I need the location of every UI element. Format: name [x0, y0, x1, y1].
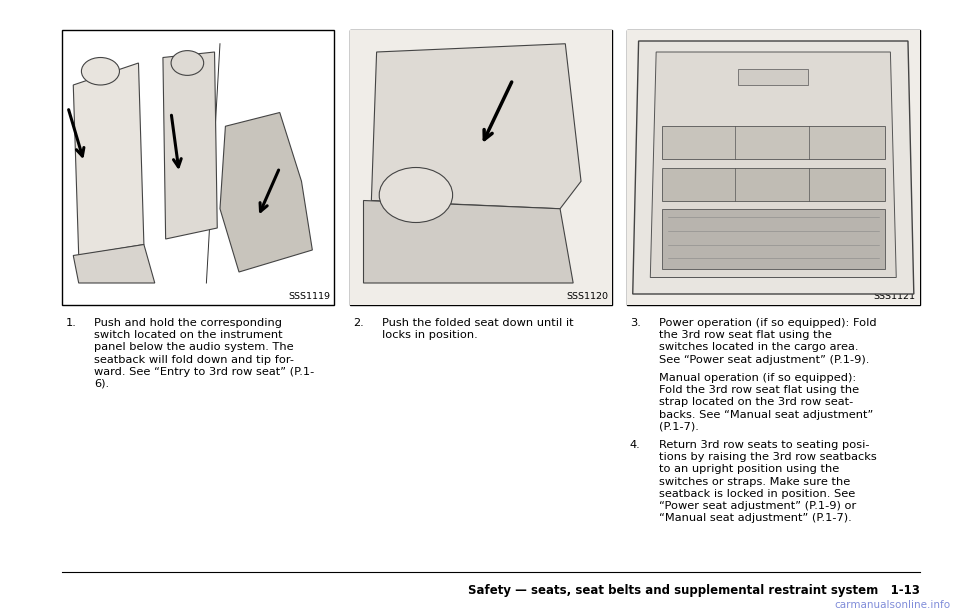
Text: Power operation (if so equipped): Fold: Power operation (if so equipped): Fold	[659, 318, 876, 328]
Polygon shape	[633, 41, 914, 294]
Bar	[62, 30, 334, 305]
Text: 1.: 1.	[65, 318, 76, 328]
Text: locks in position.: locks in position.	[382, 330, 478, 340]
Text: tions by raising the 3rd row seatbacks: tions by raising the 3rd row seatbacks	[659, 452, 876, 462]
Text: SSS1119: SSS1119	[288, 292, 330, 301]
Text: strap located on the 3rd row seat-: strap located on the 3rd row seat-	[659, 397, 852, 408]
Text: the 3rd row seat flat using the: the 3rd row seat flat using the	[659, 330, 831, 340]
Polygon shape	[73, 63, 144, 255]
Text: seatback will fold down and tip for-: seatback will fold down and tip for-	[94, 354, 294, 365]
Text: carmanualsonline.info: carmanualsonline.info	[834, 600, 950, 610]
Bar	[627, 30, 920, 305]
Bar	[627, 30, 920, 305]
Bar	[662, 209, 884, 269]
Polygon shape	[163, 52, 217, 239]
Text: panel below the audio system. The: panel below the audio system. The	[94, 342, 294, 353]
Text: “Power seat adjustment” (P.1-9) or: “Power seat adjustment” (P.1-9) or	[659, 501, 855, 511]
Text: switch located on the instrument: switch located on the instrument	[94, 330, 282, 340]
Text: Safety — seats, seat belts and supplemental restraint system   1-13: Safety — seats, seat belts and supplemen…	[468, 584, 920, 597]
Text: ward. See “Entry to 3rd row seat” (P.1-: ward. See “Entry to 3rd row seat” (P.1-	[94, 367, 314, 377]
Text: 3.: 3.	[630, 318, 640, 328]
Ellipse shape	[379, 167, 452, 222]
Polygon shape	[372, 44, 581, 209]
Text: See “Power seat adjustment” (P.1-9).: See “Power seat adjustment” (P.1-9).	[659, 354, 869, 365]
Text: 6).: 6).	[94, 379, 109, 389]
Bar	[350, 30, 612, 305]
Text: Push the folded seat down until it: Push the folded seat down until it	[382, 318, 574, 328]
Text: seatback is locked in position. See: seatback is locked in position. See	[659, 489, 854, 499]
Text: (P.1-7).: (P.1-7).	[659, 422, 699, 432]
Text: switches located in the cargo area.: switches located in the cargo area.	[659, 342, 858, 353]
Text: “Manual seat adjustment” (P.1-7).: “Manual seat adjustment” (P.1-7).	[659, 513, 852, 523]
Polygon shape	[220, 112, 312, 272]
Text: to an upright position using the: to an upright position using the	[659, 464, 839, 474]
Text: SSS1120: SSS1120	[566, 292, 609, 301]
Text: Manual operation (if so equipped):: Manual operation (if so equipped):	[659, 373, 855, 383]
Polygon shape	[73, 244, 155, 283]
Bar	[662, 167, 884, 200]
Text: SSS1121: SSS1121	[874, 292, 916, 301]
Polygon shape	[364, 200, 573, 283]
Ellipse shape	[171, 51, 204, 75]
Bar	[350, 30, 612, 305]
Bar	[738, 68, 808, 85]
Text: Push and hold the corresponding: Push and hold the corresponding	[94, 318, 282, 328]
Text: Fold the 3rd row seat flat using the: Fold the 3rd row seat flat using the	[659, 385, 858, 395]
Text: switches or straps. Make sure the: switches or straps. Make sure the	[659, 477, 850, 486]
Text: 4.: 4.	[630, 440, 640, 450]
Text: Return 3rd row seats to seating posi-: Return 3rd row seats to seating posi-	[659, 440, 869, 450]
Text: backs. See “Manual seat adjustment”: backs. See “Manual seat adjustment”	[659, 409, 873, 420]
Bar	[662, 126, 884, 159]
Polygon shape	[650, 52, 897, 277]
Text: 2.: 2.	[353, 318, 364, 328]
Ellipse shape	[82, 57, 119, 85]
